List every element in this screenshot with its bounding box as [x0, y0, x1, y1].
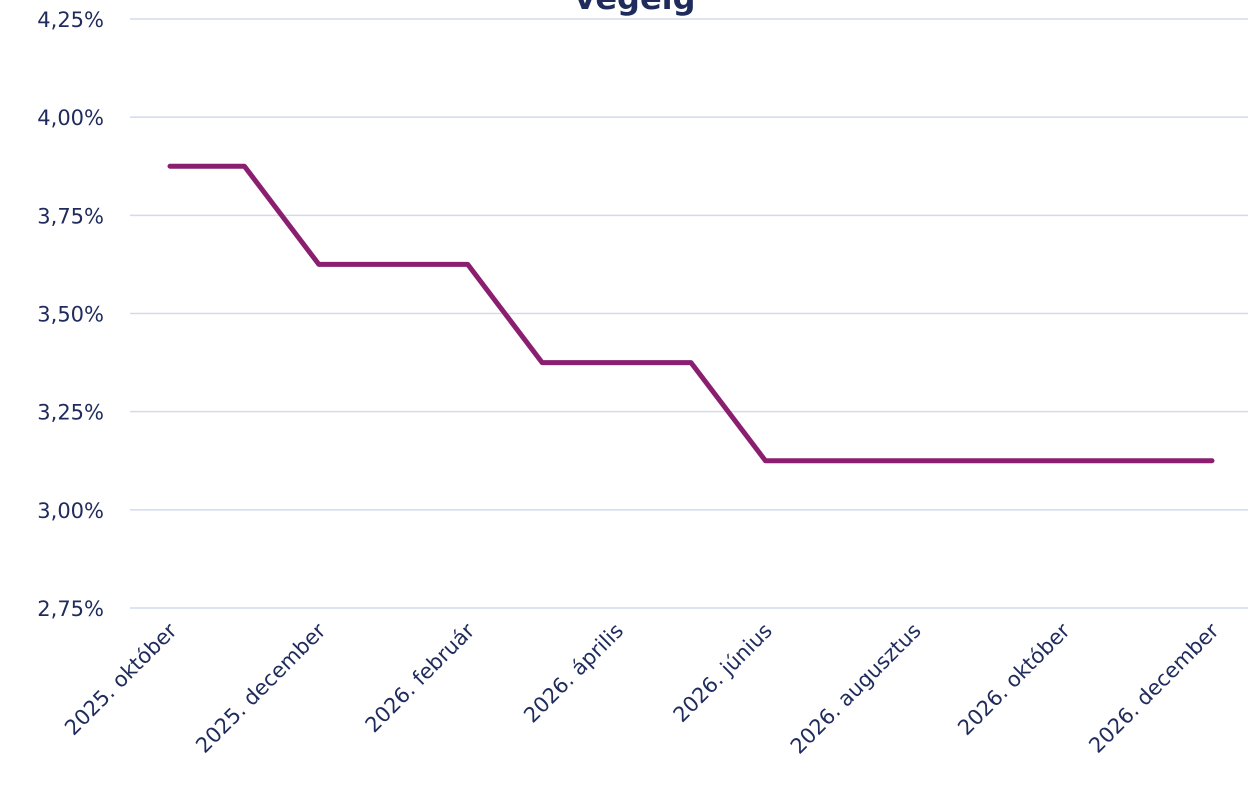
- y-tick-label: 3,50%: [37, 303, 104, 327]
- x-tick-label: 2026. augusztus: [786, 619, 926, 759]
- x-tick-label: 2025. október: [60, 618, 182, 740]
- y-tick-label: 4,25%: [37, 8, 104, 32]
- y-tick-label: 3,00%: [37, 499, 104, 523]
- y-tick-label: 4,00%: [37, 106, 104, 130]
- x-tick-label: 2026. október: [953, 618, 1075, 740]
- x-tick-label: 2025. december: [191, 618, 330, 757]
- x-tick-label: 2026. április: [519, 619, 628, 728]
- chart-title: végéig: [574, 0, 695, 17]
- x-tick-label: 2026. február: [361, 618, 480, 737]
- y-tick-label: 2,75%: [37, 597, 104, 621]
- x-tick-label: 2026. december: [1084, 618, 1223, 757]
- y-tick-label: 3,25%: [37, 401, 104, 425]
- x-tick-label: 2026. június: [669, 619, 777, 727]
- y-tick-label: 3,75%: [37, 204, 104, 228]
- line-series: [167, 163, 1215, 464]
